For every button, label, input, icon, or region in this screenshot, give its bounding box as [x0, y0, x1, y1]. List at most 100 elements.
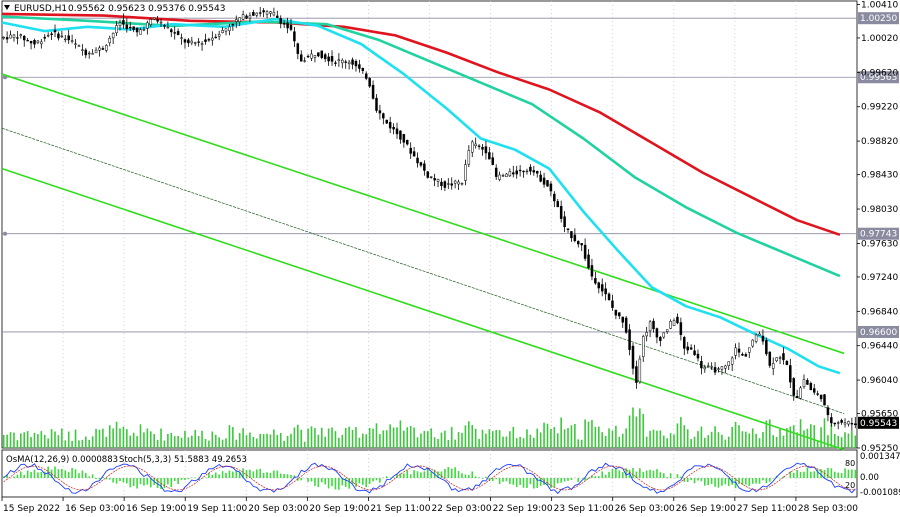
- candle-body: [696, 353, 700, 359]
- volume-bar: [297, 424, 299, 448]
- osma-bar: [570, 478, 573, 481]
- osma-bar: [327, 478, 330, 489]
- volume-bar: [392, 427, 395, 448]
- volume-bar: [820, 427, 822, 448]
- candle-body: [789, 365, 792, 383]
- candle-body: [840, 419, 843, 423]
- candle-body: [515, 170, 518, 175]
- candle-body: [607, 293, 611, 301]
- volume-bar: [112, 428, 114, 448]
- osma-bar: [645, 470, 648, 478]
- osma-bar: [122, 478, 125, 483]
- volume-bar: [816, 440, 819, 448]
- candle-body: [347, 61, 351, 64]
- volume-bar: [727, 436, 730, 448]
- candle-body: [173, 32, 176, 34]
- y-tick-label: 1.00020: [861, 34, 898, 44]
- candle-body: [409, 147, 412, 154]
- y-tick-label: 0.97630: [861, 239, 898, 249]
- osma-bar: [81, 470, 84, 478]
- candle-body: [587, 254, 590, 269]
- osma-bar: [273, 470, 275, 478]
- osma-bar: [468, 475, 470, 478]
- candle-body: [272, 12, 276, 16]
- candle-body: [276, 15, 279, 18]
- volume-bar: [779, 428, 781, 448]
- candle-body: [142, 29, 146, 31]
- candle-body: [217, 34, 221, 37]
- volume-bar: [519, 436, 521, 448]
- level-anchor: [3, 75, 7, 80]
- y-tick-label: 0.98820: [861, 137, 898, 147]
- candle-body: [33, 40, 36, 45]
- stochastic-lines: [3, 462, 856, 495]
- osma-bar: [119, 478, 121, 482]
- candle-body: [532, 170, 536, 173]
- volume-bar: [279, 432, 282, 448]
- volume-bar: [461, 432, 463, 448]
- stoch-level-20: 20: [845, 481, 855, 490]
- osma-bar: [132, 478, 135, 486]
- osma-bar: [666, 477, 668, 478]
- candle-body: [720, 366, 724, 370]
- osma-bar: [639, 468, 641, 478]
- osma-bar: [710, 478, 713, 484]
- osma-bar: [686, 478, 689, 483]
- osma-bar: [563, 478, 566, 482]
- volume-bar: [167, 433, 169, 448]
- candle-body: [535, 171, 539, 174]
- volume-bar: [543, 422, 545, 448]
- osma-bar: [266, 472, 268, 478]
- candle-body: [2, 36, 5, 39]
- volume-bar: [252, 437, 255, 448]
- volume-bar: [748, 433, 751, 448]
- volume-bar: [225, 438, 227, 448]
- candle-body: [313, 55, 317, 58]
- osma-bar: [847, 469, 850, 478]
- osma-bar: [837, 472, 839, 478]
- volume-bar: [686, 429, 689, 448]
- volume-bar: [320, 427, 323, 448]
- candle-body: [713, 367, 717, 373]
- volume-bar: [635, 416, 638, 448]
- volume-bar: [751, 428, 754, 448]
- osma-bar: [392, 477, 395, 478]
- volume-bar: [78, 440, 80, 448]
- candle-body: [67, 35, 70, 41]
- candle-body: [50, 33, 53, 35]
- candle-body: [799, 387, 802, 399]
- volume-bar: [23, 432, 26, 448]
- level-label: 0.95543: [860, 419, 897, 429]
- osma-bar: [341, 478, 344, 486]
- osma-bar: [707, 478, 710, 486]
- moving-average-line: [1, 17, 841, 375]
- candle-body: [344, 61, 347, 63]
- candle-body: [802, 379, 806, 388]
- osma-bar: [680, 476, 682, 478]
- candle-body: [645, 332, 648, 337]
- osma-bar: [437, 471, 439, 478]
- volume-bar: [290, 433, 292, 448]
- volume-bar: [529, 434, 532, 448]
- osma-bar: [167, 478, 169, 485]
- osma-bar: [409, 474, 412, 478]
- osma-bar: [95, 478, 97, 480]
- candle-body: [399, 130, 402, 140]
- candle-body: [139, 29, 142, 35]
- osma-bar: [823, 469, 826, 478]
- candle-body: [570, 231, 573, 239]
- candle-body: [751, 339, 754, 347]
- symbol-dropdown-icon[interactable]: [4, 5, 10, 10]
- candle-body: [187, 39, 190, 44]
- level-label: 1.00250: [860, 14, 897, 24]
- candle-body: [655, 328, 659, 338]
- candle-body: [300, 54, 303, 62]
- osma-bar: [697, 478, 699, 481]
- candle-body: [539, 174, 542, 182]
- osma-bar: [194, 477, 197, 478]
- volume-bar: [255, 438, 258, 448]
- volume-bar: [563, 429, 566, 448]
- osma-bar: [851, 469, 853, 478]
- volume-bar: [115, 421, 118, 448]
